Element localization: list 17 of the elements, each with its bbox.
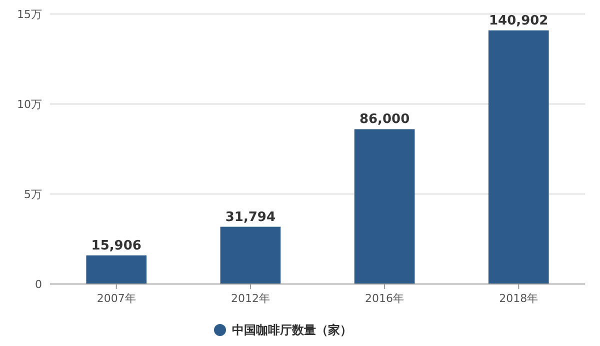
bar (86, 255, 147, 284)
text: 31,794 (225, 210, 276, 225)
x-tick-label: 2018年 (499, 292, 538, 305)
text: 140,902 (489, 13, 548, 28)
text: 15,906 (91, 238, 142, 254)
x-tick-label: 2016年 (365, 292, 404, 305)
bar (220, 226, 281, 284)
y-tick-label: 15万 (17, 8, 42, 21)
bar (488, 30, 549, 284)
x-tick-label: 2012年 (230, 292, 270, 305)
legend-label: 中国咖啡厅数量（家） (232, 323, 352, 338)
bar (354, 129, 415, 284)
y-tick-label: 0 (35, 278, 42, 291)
x-tick-label: 2007年 (96, 292, 136, 305)
y-tick-label: 10万 (17, 98, 42, 111)
y-tick-label: 5万 (24, 188, 42, 201)
text: 86,000 (359, 112, 410, 128)
